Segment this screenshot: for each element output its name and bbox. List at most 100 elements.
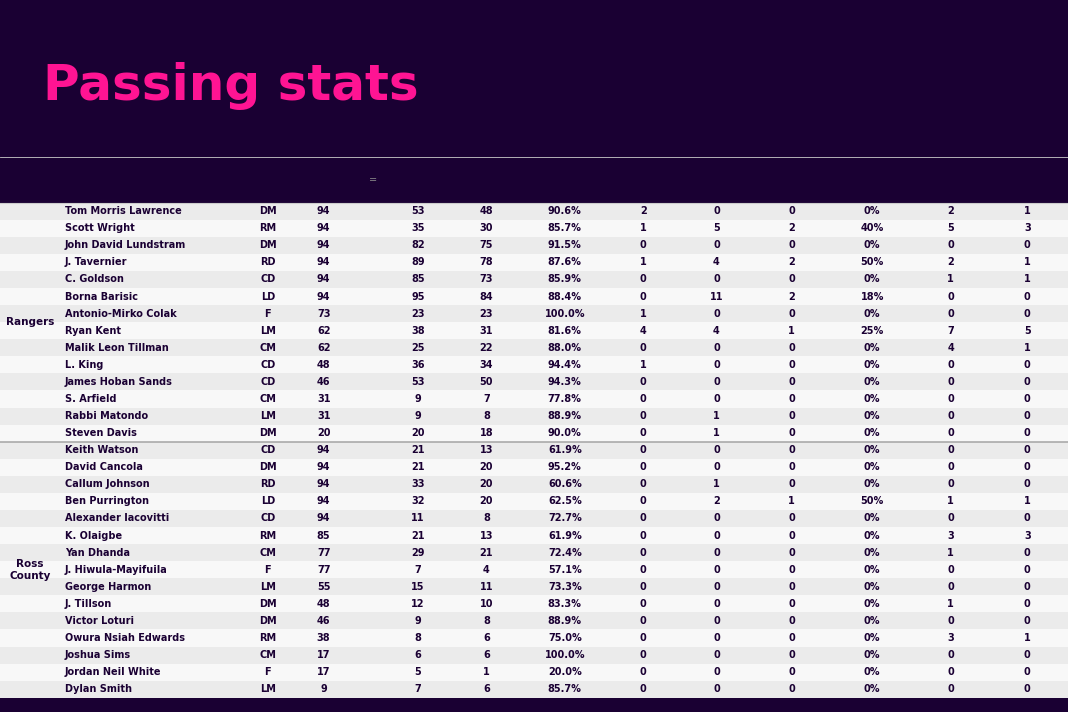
Text: 73: 73 [317, 308, 330, 318]
Text: L. King: L. King [65, 360, 104, 370]
Text: 0: 0 [713, 308, 720, 318]
Bar [0, 254, 1068, 271]
Text: 85: 85 [411, 274, 425, 285]
Text: 72.7%: 72.7% [548, 513, 582, 523]
Bar [0, 407, 1068, 424]
Text: 85.7%: 85.7% [548, 224, 582, 234]
Text: C. Goldson: C. Goldson [65, 274, 124, 285]
Text: 87.6%: 87.6% [548, 258, 582, 268]
Text: Crosses: Crosses [695, 175, 737, 184]
Text: 0: 0 [1024, 684, 1031, 694]
Text: James Hoban Sands: James Hoban Sands [65, 377, 173, 387]
Text: 1: 1 [640, 258, 646, 268]
Text: 0: 0 [713, 342, 720, 352]
Text: John David Lundstram: John David Lundstram [65, 241, 186, 251]
Text: 0: 0 [947, 411, 954, 421]
Text: 94: 94 [317, 206, 330, 216]
Text: Key
passes
accurate: Key passes accurate [621, 165, 666, 194]
Text: 0: 0 [947, 565, 954, 575]
Text: 0: 0 [1024, 241, 1031, 251]
Text: 0: 0 [1024, 513, 1031, 523]
Text: 94: 94 [317, 274, 330, 285]
Text: 94.3%: 94.3% [548, 377, 582, 387]
Text: 0%: 0% [864, 548, 880, 557]
Text: 0%: 0% [864, 274, 880, 285]
Text: 0%: 0% [864, 377, 880, 387]
Text: 0: 0 [640, 667, 646, 677]
Text: 46: 46 [317, 377, 330, 387]
Bar [0, 681, 1068, 698]
Text: 48: 48 [317, 360, 330, 370]
Text: 0: 0 [640, 496, 646, 506]
Text: 5: 5 [713, 224, 720, 234]
Text: 0: 0 [1024, 360, 1031, 370]
Text: CD: CD [261, 360, 276, 370]
Text: 2: 2 [788, 291, 795, 302]
Text: 0: 0 [713, 684, 720, 694]
Text: 29: 29 [411, 548, 425, 557]
Text: 0%: 0% [864, 633, 880, 643]
Text: 0: 0 [788, 513, 795, 523]
Text: 0%: 0% [864, 206, 880, 216]
Bar [0, 373, 1068, 390]
Text: 72.4%: 72.4% [548, 548, 582, 557]
Text: 0: 0 [1024, 377, 1031, 387]
Text: 3: 3 [1024, 530, 1031, 540]
Text: Malik Leon Tillman: Malik Leon Tillman [65, 342, 169, 352]
Text: 6: 6 [483, 633, 490, 643]
Text: Joshua Sims: Joshua Sims [65, 650, 130, 660]
Bar [0, 544, 1068, 561]
Text: Accurate
passes, %: Accurate passes, % [538, 170, 592, 189]
Text: LM: LM [260, 582, 276, 592]
Text: 0%: 0% [864, 530, 880, 540]
Text: 0: 0 [1024, 394, 1031, 404]
Text: 12: 12 [411, 599, 425, 609]
Text: RM: RM [260, 530, 277, 540]
Text: 75: 75 [480, 241, 493, 251]
Text: 2: 2 [947, 206, 954, 216]
Text: CD: CD [261, 274, 276, 285]
Bar [0, 476, 1068, 493]
Text: 77: 77 [317, 548, 330, 557]
Text: 94: 94 [317, 224, 330, 234]
Text: 88.0%: 88.0% [548, 342, 582, 352]
Text: 6: 6 [483, 684, 490, 694]
Text: 0%: 0% [864, 394, 880, 404]
Text: 94: 94 [317, 513, 330, 523]
Bar [0, 493, 1068, 510]
Text: 31: 31 [317, 394, 330, 404]
Text: CD: CD [261, 445, 276, 455]
Text: 3: 3 [1024, 224, 1031, 234]
Text: 53: 53 [411, 377, 425, 387]
Text: 84: 84 [480, 291, 493, 302]
Text: 23: 23 [411, 308, 425, 318]
Text: 0: 0 [947, 684, 954, 694]
Text: Rangers: Rangers [6, 317, 54, 327]
Text: 9: 9 [414, 616, 421, 626]
Text: 0: 0 [788, 565, 795, 575]
Text: 0: 0 [788, 633, 795, 643]
Bar [0, 305, 1068, 322]
Text: 1: 1 [947, 274, 954, 285]
Text: 5: 5 [947, 224, 954, 234]
Text: 95.2%: 95.2% [548, 462, 582, 472]
Text: 0: 0 [713, 513, 720, 523]
Bar [0, 459, 1068, 476]
Bar [0, 322, 1068, 339]
Text: 13: 13 [480, 530, 493, 540]
Text: 6: 6 [414, 650, 421, 660]
Text: 53: 53 [411, 206, 425, 216]
Text: 94.4%: 94.4% [548, 360, 582, 370]
Text: 88.4%: 88.4% [548, 291, 582, 302]
Text: Dribbles: Dribbles [928, 175, 973, 184]
Text: LM: LM [260, 411, 276, 421]
Text: 2: 2 [640, 206, 646, 216]
Text: 1: 1 [1024, 342, 1031, 352]
Text: 88.9%: 88.9% [548, 616, 582, 626]
Text: 2: 2 [788, 224, 795, 234]
Text: 0: 0 [788, 377, 795, 387]
Text: Accurate
crosses, %: Accurate crosses, % [844, 170, 900, 189]
Text: DM: DM [260, 428, 277, 438]
Text: Ryan Kent: Ryan Kent [65, 325, 121, 335]
Text: 30: 30 [480, 224, 493, 234]
